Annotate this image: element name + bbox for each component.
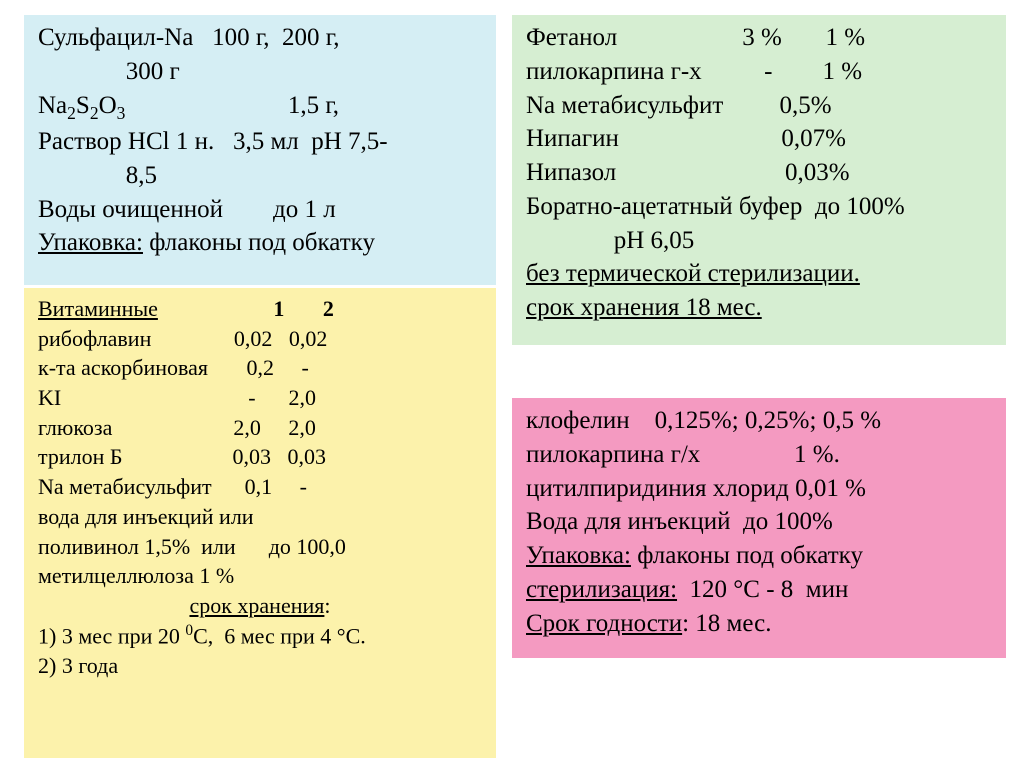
- text-line: стерилизация: 120 °С - 8 мин: [526, 573, 992, 607]
- text-line: Na2S2O3 1,5 г,: [38, 89, 482, 126]
- text-line: поливинол 1,5% или до 100,0: [38, 532, 482, 562]
- text-line: 1) 3 мес при 20 0С, 6 мес при 4 °С.: [38, 621, 482, 651]
- text-line: трилон Б 0,03 0,03: [38, 442, 482, 472]
- text-line: KI - 2,0: [38, 383, 482, 413]
- text-line: пилокарпина г/х 1 %.: [526, 438, 992, 472]
- text-line: Боратно-ацетатный буфер до 100%: [526, 190, 992, 224]
- text-line: клофелин 0,125%; 0,25%; 0,5 %: [526, 404, 992, 438]
- text-line: Na метабисульфит 0,5%: [526, 89, 992, 123]
- text-line: Срок годности: 18 мес.: [526, 607, 992, 641]
- text-line: Сульфацил-Na 100 г, 200 г,: [38, 21, 482, 55]
- text-line: 8,5: [38, 159, 157, 193]
- text-line: Нипагин 0,07%: [526, 122, 992, 156]
- text-line: Упаковка: флаконы под обкатку: [526, 539, 992, 573]
- text-line: метилцеллюлоза 1 %: [38, 561, 482, 591]
- text-line: Na метабисульфит 0,1 -: [38, 472, 482, 502]
- panel-yellow: Витаминные 1 2 рибофлавин 0,02 0,02 к-та…: [24, 288, 496, 758]
- text-line: Раствор HCl 1 н. 3,5 мл рН 7,5-: [38, 125, 482, 159]
- panel-pink: клофелин 0,125%; 0,25%; 0,5 % пилокарпин…: [512, 398, 1006, 658]
- text-line: Витаминные 1 2: [38, 294, 482, 324]
- text-line: 300 г: [38, 55, 180, 89]
- panel-blue: Сульфацил-Na 100 г, 200 г, 300 г Na2S2O3…: [24, 15, 496, 285]
- text-line: Нипазол 0,03%: [526, 156, 992, 190]
- text-line: 2) 3 года: [38, 651, 482, 681]
- text-line: рН 6,05: [526, 224, 694, 258]
- text-line: цитилпиридиния хлорид 0,01 %: [526, 472, 992, 506]
- text-line: вода для инъекций или: [38, 502, 482, 532]
- text-line: срок хранения:: [38, 591, 482, 621]
- text-line: срок хранения 18 мес.: [526, 291, 992, 325]
- text-line: рибофлавин 0,02 0,02: [38, 324, 482, 354]
- text-line: Воды очищенной до 1 л: [38, 193, 482, 227]
- text-line: глюкоза 2,0 2,0: [38, 413, 482, 443]
- text-line: Фетанол 3 % 1 %: [526, 21, 992, 55]
- text-line: Упаковка: флаконы под обкатку: [38, 226, 482, 260]
- panel-green: Фетанол 3 % 1 % пилокарпина г-х - 1 % Na…: [512, 15, 1006, 345]
- text-line: пилокарпина г-х - 1 %: [526, 55, 992, 89]
- text-line: к-та аскорбиновая 0,2 -: [38, 353, 482, 383]
- text-line: Вода для инъекций до 100%: [526, 505, 992, 539]
- text-line: без термической стерилизации.: [526, 257, 992, 291]
